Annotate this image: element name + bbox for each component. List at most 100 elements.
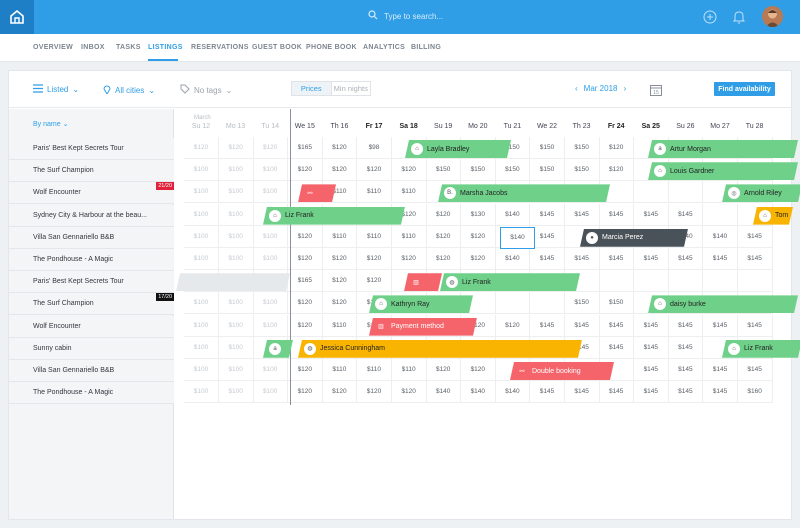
nav-listings[interactable]: LISTINGS <box>148 44 183 51</box>
price-cell[interactable] <box>633 270 669 293</box>
listing-row[interactable]: Paris' Best Kept Secrets Tour <box>9 271 174 294</box>
price-cell[interactable]: $100 <box>184 336 219 359</box>
price-cell[interactable]: $150 <box>599 292 635 315</box>
booking-bar[interactable]: a <box>263 340 293 358</box>
listing-row[interactable]: The Pondhouse - A Magic <box>9 249 174 271</box>
listing-row[interactable]: Wolf Encounter <box>9 315 174 338</box>
price-cell[interactable]: $120 <box>495 314 531 337</box>
booking-bar[interactable]: ⚯ <box>298 184 336 202</box>
price-cell[interactable]: $140 <box>495 203 531 226</box>
price-cell[interactable]: $110 <box>357 225 392 248</box>
price-cell[interactable]: $145 <box>530 225 565 248</box>
price-cell[interactable]: $120 <box>357 159 392 182</box>
listing-row[interactable]: Paris' Best Kept Secrets Tour <box>9 138 174 160</box>
booking-bar[interactable]: ▥ Payment method <box>369 318 477 336</box>
listing-row[interactable]: Sunny cabin <box>9 337 174 360</box>
min-nights-tab[interactable]: Min nights <box>333 84 368 93</box>
price-cell[interactable]: $120 <box>426 248 462 270</box>
price-cell[interactable]: $100 <box>253 225 289 248</box>
price-cell[interactable]: $120 <box>357 381 392 404</box>
booking-bar[interactable]: ⌂ daisy burke <box>648 295 798 313</box>
price-cell[interactable] <box>703 270 738 293</box>
price-cell[interactable]: $145 <box>530 203 565 226</box>
booking-bar[interactable]: ⌂ Liz Frank <box>722 340 800 358</box>
nav-phone-book[interactable]: PHONE BOOK <box>306 44 357 51</box>
price-cell[interactable]: $120 <box>599 159 635 182</box>
booking-bar[interactable]: B. Marsha Jacobs <box>438 184 610 202</box>
tags-filter[interactable]: No tags ⌄ <box>180 84 232 96</box>
price-cell[interactable]: $120 <box>253 137 289 159</box>
price-cell[interactable]: $150 <box>460 159 496 182</box>
price-cell[interactable]: $100 <box>218 159 254 182</box>
price-cell[interactable]: $145 <box>737 248 773 270</box>
listing-row[interactable]: Villa San Gennariello B&B <box>9 226 174 249</box>
price-cell[interactable]: $145 <box>668 203 704 226</box>
price-cell[interactable]: $145 <box>564 203 600 226</box>
price-cell[interactable]: $100 <box>218 203 254 226</box>
price-cell[interactable]: $120 <box>426 359 462 381</box>
price-cell[interactable]: $100 <box>184 359 219 381</box>
price-cell[interactable]: $110 <box>391 225 427 248</box>
price-cell[interactable]: $100 <box>218 336 254 359</box>
price-cell[interactable]: $120 <box>460 248 496 270</box>
price-cell[interactable]: $100 <box>184 292 219 315</box>
price-cell[interactable]: $145 <box>737 314 773 337</box>
price-cell[interactable]: $150 <box>530 159 565 182</box>
price-cell[interactable]: $120 <box>287 359 323 381</box>
price-cell[interactable]: $100 <box>253 292 289 315</box>
chevron-right-icon[interactable]: › <box>623 84 627 93</box>
booking-bar[interactable]: ◎ Arnold Riley <box>722 184 800 202</box>
price-cell[interactable] <box>564 270 600 293</box>
price-cell[interactable] <box>599 181 635 204</box>
price-cell[interactable]: $120 <box>287 381 323 404</box>
price-cell[interactable]: $120 <box>287 292 323 315</box>
price-cell[interactable] <box>737 270 773 293</box>
add-icon[interactable] <box>703 10 717 29</box>
price-cell[interactable] <box>460 292 496 315</box>
price-cell[interactable] <box>495 292 531 315</box>
sort-by-name[interactable]: By name ⌄ <box>33 121 69 128</box>
price-cell[interactable]: $145 <box>668 336 704 359</box>
price-cell[interactable]: $100 <box>218 248 254 270</box>
booking-bar[interactable]: ⌂ Layla Bradley <box>405 140 511 158</box>
price-cell[interactable]: $120 <box>357 248 392 270</box>
price-cell[interactable]: $120 <box>426 203 462 226</box>
price-cell[interactable]: $100 <box>253 248 289 270</box>
price-cell[interactable]: $145 <box>633 203 669 226</box>
prices-tab[interactable]: Prices <box>292 82 332 95</box>
price-cell[interactable]: $145 <box>564 336 600 359</box>
price-cell[interactable] <box>668 270 704 293</box>
price-cell[interactable]: $130 <box>460 203 496 226</box>
booking-bar[interactable]: ⌂ Liz Frank <box>263 207 405 225</box>
price-cell[interactable]: $120 <box>322 248 358 270</box>
price-cell[interactable] <box>599 359 635 381</box>
price-cell[interactable]: $150 <box>495 159 531 182</box>
booking-bar[interactable]: ● Marcia Perez <box>580 229 688 247</box>
price-cell[interactable]: $145 <box>564 314 600 337</box>
price-cell[interactable]: $145 <box>703 248 738 270</box>
price-cell[interactable]: $145 <box>599 248 635 270</box>
price-cell[interactable]: $120 <box>287 225 323 248</box>
selected-price-cell[interactable]: $140 <box>500 227 535 249</box>
nav-inbox[interactable]: INBOX <box>81 44 105 51</box>
price-cell[interactable]: $120 <box>460 359 496 381</box>
price-cell[interactable]: $145 <box>668 359 704 381</box>
price-cell[interactable]: $100 <box>218 225 254 248</box>
listing-row[interactable]: The Surf Champion 17/20 <box>9 293 174 316</box>
price-cell[interactable]: $100 <box>184 203 219 226</box>
home-logo-icon[interactable] <box>0 0 34 34</box>
booking-bar[interactable]: ◍ Jessica Cunningham <box>298 340 582 358</box>
booking-bar[interactable]: ⚯ Double booking <box>510 362 614 380</box>
price-cell[interactable] <box>633 181 669 204</box>
price-cell[interactable]: $100 <box>218 381 254 404</box>
price-cell[interactable]: $120 <box>599 137 635 159</box>
cities-filter[interactable]: All cities ⌄ <box>103 84 155 96</box>
listing-row[interactable]: The Surf Champion <box>9 160 174 183</box>
price-cell[interactable]: $145 <box>633 314 669 337</box>
price-cell[interactable]: $100 <box>218 181 254 204</box>
price-cell[interactable]: $145 <box>564 248 600 270</box>
price-cell[interactable]: $100 <box>218 359 254 381</box>
price-cell[interactable]: $120 <box>391 381 427 404</box>
listing-row[interactable]: The Pondhouse - A Magic <box>9 382 174 405</box>
price-cell[interactable]: $150 <box>564 292 600 315</box>
